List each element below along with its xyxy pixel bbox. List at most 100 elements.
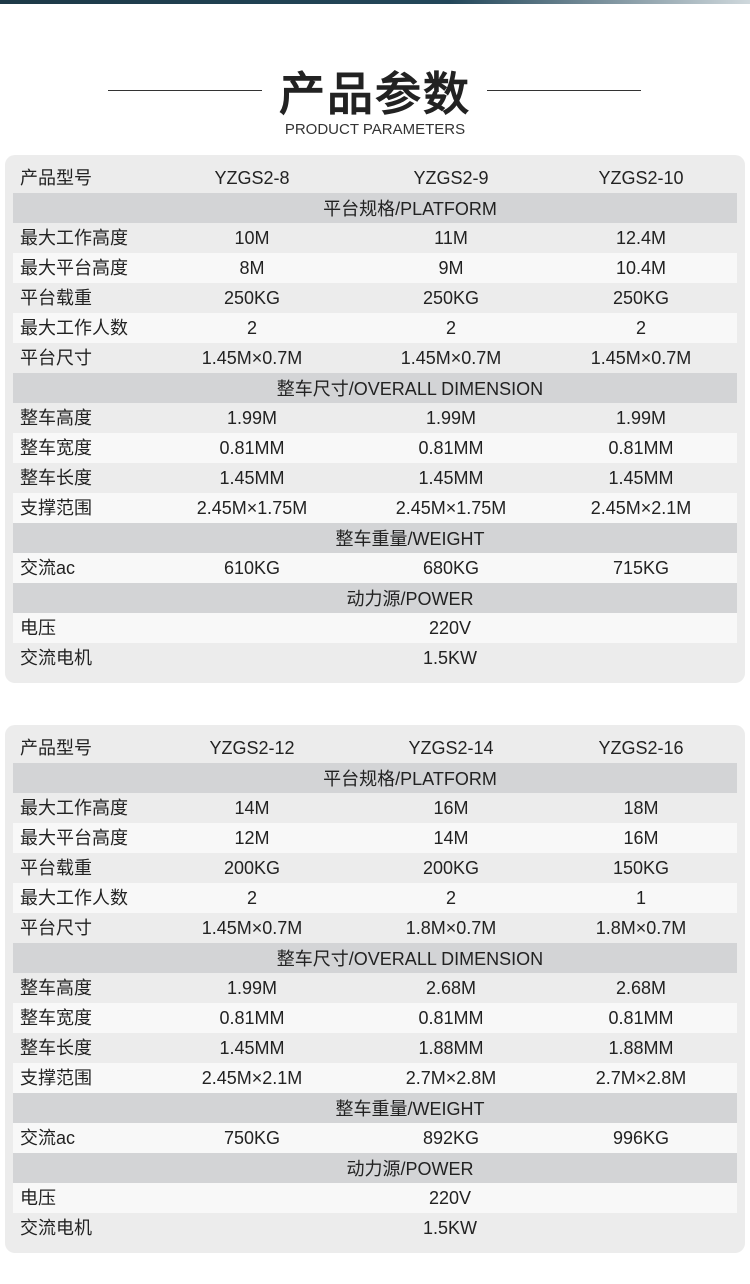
spec-value: 1.88MM bbox=[418, 1038, 484, 1058]
spec-label: 最大工作高度 bbox=[20, 798, 128, 818]
spec-value: 14M bbox=[433, 828, 469, 848]
spec-row: 交流ac 610KG 680KG 715KG bbox=[13, 553, 737, 583]
section-header: 平台规格/PLATFORM bbox=[13, 763, 737, 793]
spec-label: 交流电机 bbox=[20, 1218, 92, 1238]
spec-value: 1.99M bbox=[226, 978, 278, 998]
spec-value: 2.45M×2.1M bbox=[590, 498, 692, 518]
spec-value: 2.45M×2.1M bbox=[201, 1068, 303, 1088]
spec-value: 0.81MM bbox=[418, 1008, 484, 1028]
spec-value: 2 bbox=[246, 318, 257, 338]
spec-value: 610KG bbox=[223, 558, 281, 578]
section-header: 整车尺寸/OVERALL DIMENSION bbox=[13, 943, 737, 973]
spec-row: 最大工作人数 2 2 1 bbox=[13, 883, 737, 913]
spec-value: 16M bbox=[623, 828, 659, 848]
spec-row: 平台尺寸 1.45M×0.7M 1.45M×0.7M 1.45M×0.7M bbox=[13, 343, 737, 373]
spec-value: 220V bbox=[428, 618, 472, 638]
spec-value: 0.81MM bbox=[219, 438, 285, 458]
spec-label: 最大工作人数 bbox=[20, 888, 128, 908]
spec-row: 整车长度 1.45MM 1.88MM 1.88MM bbox=[13, 1033, 737, 1063]
spec-row: 整车宽度 0.81MM 0.81MM 0.81MM bbox=[13, 433, 737, 463]
title-divider-right bbox=[487, 90, 641, 91]
spec-label: 整车长度 bbox=[20, 1038, 92, 1058]
spec-label: 整车高度 bbox=[20, 408, 92, 428]
spec-value: 0.81MM bbox=[608, 438, 674, 458]
spec-value: 892KG bbox=[422, 1128, 480, 1148]
spec-value: 9M bbox=[438, 258, 464, 278]
spec-label: 平台尺寸 bbox=[20, 918, 92, 938]
spec-value: 2 bbox=[445, 318, 456, 338]
spec-label: 最大工作高度 bbox=[20, 228, 128, 248]
spec-value: 2.68M bbox=[425, 978, 477, 998]
spec-value: 1.45MM bbox=[219, 1038, 285, 1058]
spec-row: 整车长度 1.45MM 1.45MM 1.45MM bbox=[13, 463, 737, 493]
spec-label: 电压 bbox=[20, 618, 56, 638]
spec-value: 8M bbox=[239, 258, 265, 278]
spec-label: 最大平台高度 bbox=[20, 258, 128, 278]
spec-label: 最大平台高度 bbox=[20, 828, 128, 848]
top-banner-bar bbox=[0, 0, 750, 4]
spec-value: 1.99M bbox=[425, 408, 477, 428]
spec-value: 680KG bbox=[422, 558, 480, 578]
spec-value: 1.45MM bbox=[219, 468, 285, 488]
spec-row: 最大工作人数 2 2 2 bbox=[13, 313, 737, 343]
spec-value: 2.7M×2.8M bbox=[595, 1068, 687, 1088]
page-title: 产品参数 bbox=[279, 68, 471, 120]
spec-value: 1.45MM bbox=[418, 468, 484, 488]
spec-value: 1.5KW bbox=[422, 648, 478, 668]
section-title: 动力源/POWER bbox=[346, 1159, 474, 1179]
spec-value: 10M bbox=[234, 228, 270, 248]
spec-value: 2.45M×1.75M bbox=[395, 498, 507, 518]
spec-row: 最大工作高度 10M 11M 12.4M bbox=[13, 223, 737, 253]
spec-value: 16M bbox=[433, 798, 469, 818]
spec-value: 2.68M bbox=[615, 978, 667, 998]
spec-label: 整车宽度 bbox=[20, 1008, 92, 1028]
spec-label: 交流ac bbox=[20, 558, 76, 578]
spec-label: 平台载重 bbox=[20, 288, 92, 308]
spec-value: 1.45M×0.7M bbox=[201, 348, 303, 368]
spec-row: 支撑范围 2.45M×1.75M 2.45M×1.75M 2.45M×2.1M bbox=[13, 493, 737, 523]
section-header: 整车重量/WEIGHT bbox=[13, 1093, 737, 1123]
section-title: 动力源/POWER bbox=[346, 589, 474, 609]
spec-label: 整车高度 bbox=[20, 978, 92, 998]
spec-value: 996KG bbox=[612, 1128, 670, 1148]
spec-label: 支撑范围 bbox=[20, 498, 92, 518]
model-name: YZGS2-10 bbox=[598, 168, 684, 188]
spec-value: 11M bbox=[434, 228, 468, 248]
model-name: YZGS2-8 bbox=[214, 168, 290, 188]
spec-row: 支撑范围 2.45M×2.1M 2.7M×2.8M 2.7M×2.8M bbox=[13, 1063, 737, 1093]
model-label: 产品型号 bbox=[20, 738, 92, 758]
spec-label: 整车长度 bbox=[20, 468, 92, 488]
model-name: YZGS2-12 bbox=[209, 738, 295, 758]
spec-value: 2 bbox=[635, 318, 646, 338]
spec-row: 交流电机 1.5KW bbox=[13, 1213, 737, 1243]
page-subtitle: PRODUCT PARAMETERS bbox=[284, 121, 466, 138]
spec-label: 整车宽度 bbox=[20, 438, 92, 458]
spec-value: 150KG bbox=[612, 858, 670, 878]
spec-value: 1.99M bbox=[226, 408, 278, 428]
section-header: 整车尺寸/OVERALL DIMENSION bbox=[13, 373, 737, 403]
spec-row: 平台载重 250KG 250KG 250KG bbox=[13, 283, 737, 313]
spec-value: 0.81MM bbox=[219, 1008, 285, 1028]
spec-row: 平台尺寸 1.45M×0.7M 1.8M×0.7M 1.8M×0.7M bbox=[13, 913, 737, 943]
section-title: 平台规格/PLATFORM bbox=[323, 769, 497, 789]
spec-value: 14M bbox=[234, 798, 270, 818]
section-title: 整车尺寸/OVERALL DIMENSION bbox=[276, 379, 544, 399]
section-header: 平台规格/PLATFORM bbox=[13, 193, 737, 223]
spec-value: 1.88MM bbox=[608, 1038, 674, 1058]
spec-label: 支撑范围 bbox=[20, 1068, 92, 1088]
model-name: YZGS2-16 bbox=[598, 738, 684, 758]
spec-value: 0.81MM bbox=[418, 438, 484, 458]
spec-value: 1 bbox=[635, 888, 646, 908]
spec-value: 220V bbox=[428, 1188, 472, 1208]
section-header: 动力源/POWER bbox=[13, 583, 737, 613]
spec-row: 整车宽度 0.81MM 0.81MM 0.81MM bbox=[13, 1003, 737, 1033]
model-row: 产品型号 YZGS2-8 YZGS2-9 YZGS2-10 bbox=[13, 163, 737, 193]
spec-label: 交流ac bbox=[20, 1128, 76, 1148]
spec-value: 750KG bbox=[223, 1128, 281, 1148]
spec-row: 电压 220V bbox=[13, 1183, 737, 1213]
spec-label: 电压 bbox=[20, 1188, 56, 1208]
spec-value: 2 bbox=[445, 888, 456, 908]
model-label: 产品型号 bbox=[20, 168, 92, 188]
spec-value: 200KG bbox=[223, 858, 281, 878]
section-title: 整车尺寸/OVERALL DIMENSION bbox=[276, 949, 544, 969]
